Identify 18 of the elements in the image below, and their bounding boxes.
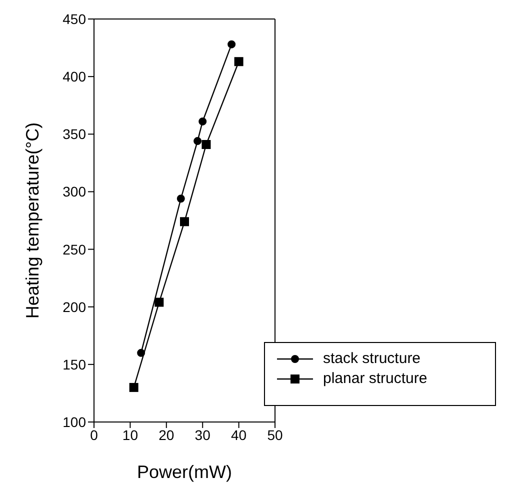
y-axis-title: Heating temperature(°C) <box>22 122 42 319</box>
x-tick-label: 0 <box>90 426 98 443</box>
x-tick-label: 50 <box>267 426 283 443</box>
y-tick-label: 250 <box>62 241 86 258</box>
y-tick-label: 350 <box>62 126 86 142</box>
x-tick-label: 40 <box>231 426 247 443</box>
y-tick-label: 400 <box>62 68 86 85</box>
legend-label: stack structure <box>323 349 421 369</box>
y-tick-label: 450 <box>62 10 86 27</box>
y-tick-label: 150 <box>62 356 86 372</box>
y-tick-label: 200 <box>62 298 86 315</box>
x-tick-label: 10 <box>122 426 138 443</box>
y-tick-label: 100 <box>62 414 86 430</box>
x-tick-label: 20 <box>158 426 174 443</box>
legend-label: planar structure <box>323 369 428 389</box>
x-axis-title: Power(mW) <box>137 462 232 482</box>
x-tick-label: 30 <box>194 426 211 443</box>
y-tick-label: 300 <box>62 184 86 200</box>
